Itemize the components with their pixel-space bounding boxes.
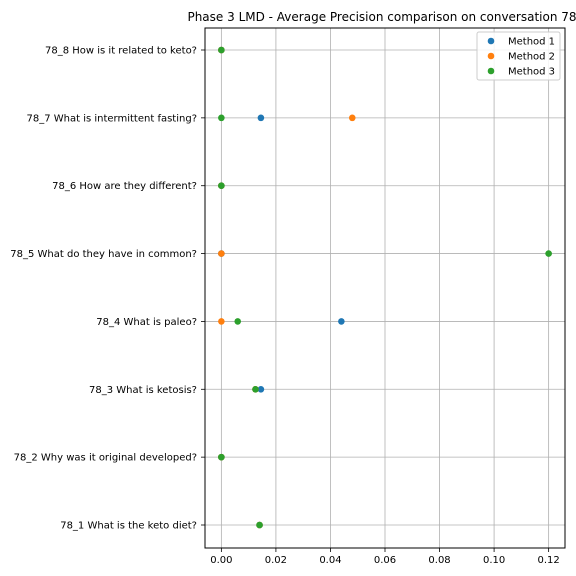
y-tick-label: 78_4 What is paleo? (96, 317, 197, 328)
data-point-method-3 (234, 318, 242, 325)
x-tick-label: 0.02 (265, 555, 287, 566)
y-axis: 78_1 What is the keto diet? 78_2 Why was … (10, 46, 205, 532)
data-point-method-3 (252, 385, 259, 393)
legend-entry: Method 2 (508, 52, 555, 63)
data-point-method-3 (218, 46, 225, 54)
x-tick-label: 0.06 (374, 555, 396, 566)
y-tick-label: 78_8 How is it related to keto? (45, 46, 197, 57)
data-point-method-3 (218, 114, 225, 122)
data-point-method-2 (218, 250, 225, 257)
data-point-method-1 (257, 114, 265, 122)
data-point-method-2 (218, 318, 225, 325)
y-tick-label: 78_3 What is ketosis? (89, 385, 197, 396)
legend-marker (487, 67, 495, 75)
legend-entry: Method 1 (508, 37, 555, 48)
y-tick-label: 78_5 What do they have in common? (10, 249, 197, 260)
data-point-method-3 (256, 521, 263, 529)
data-point-method-1 (257, 385, 265, 393)
x-tick-label: 0.04 (319, 555, 341, 566)
x-tick-label: 0.12 (538, 555, 560, 566)
y-tick-label: 78_2 Why was it original developed? (14, 453, 197, 464)
data-point-method-2 (348, 114, 356, 122)
grid (205, 28, 565, 548)
data-point-method-3 (545, 250, 552, 257)
y-tick-label: 78_6 How are they different? (52, 181, 197, 192)
y-tick-label: 78_1 What is the keto diet? (60, 521, 197, 532)
y-tick-label: 78_7 What is intermittent fasting? (26, 113, 197, 124)
data-point-method-3 (218, 182, 225, 190)
x-axis: 0.00 0.02 0.04 0.06 0.08 0.10 0.12 (210, 548, 560, 566)
data-points (218, 46, 552, 529)
x-tick-label: 0.08 (428, 555, 450, 566)
legend-frame (476, 31, 561, 81)
data-point-method-3 (218, 453, 225, 461)
legend-marker (487, 37, 495, 45)
legend: Method 1 Method 2 Method 3 (476, 31, 561, 81)
data-point-method-1 (338, 318, 345, 325)
x-tick-label: 0.00 (210, 555, 232, 566)
legend-entry: Method 3 (508, 67, 555, 78)
legend-marker (487, 52, 495, 60)
x-tick-label: 0.10 (483, 555, 505, 566)
chart-title: Phase 3 LMD - Average Precision comparis… (187, 10, 576, 24)
